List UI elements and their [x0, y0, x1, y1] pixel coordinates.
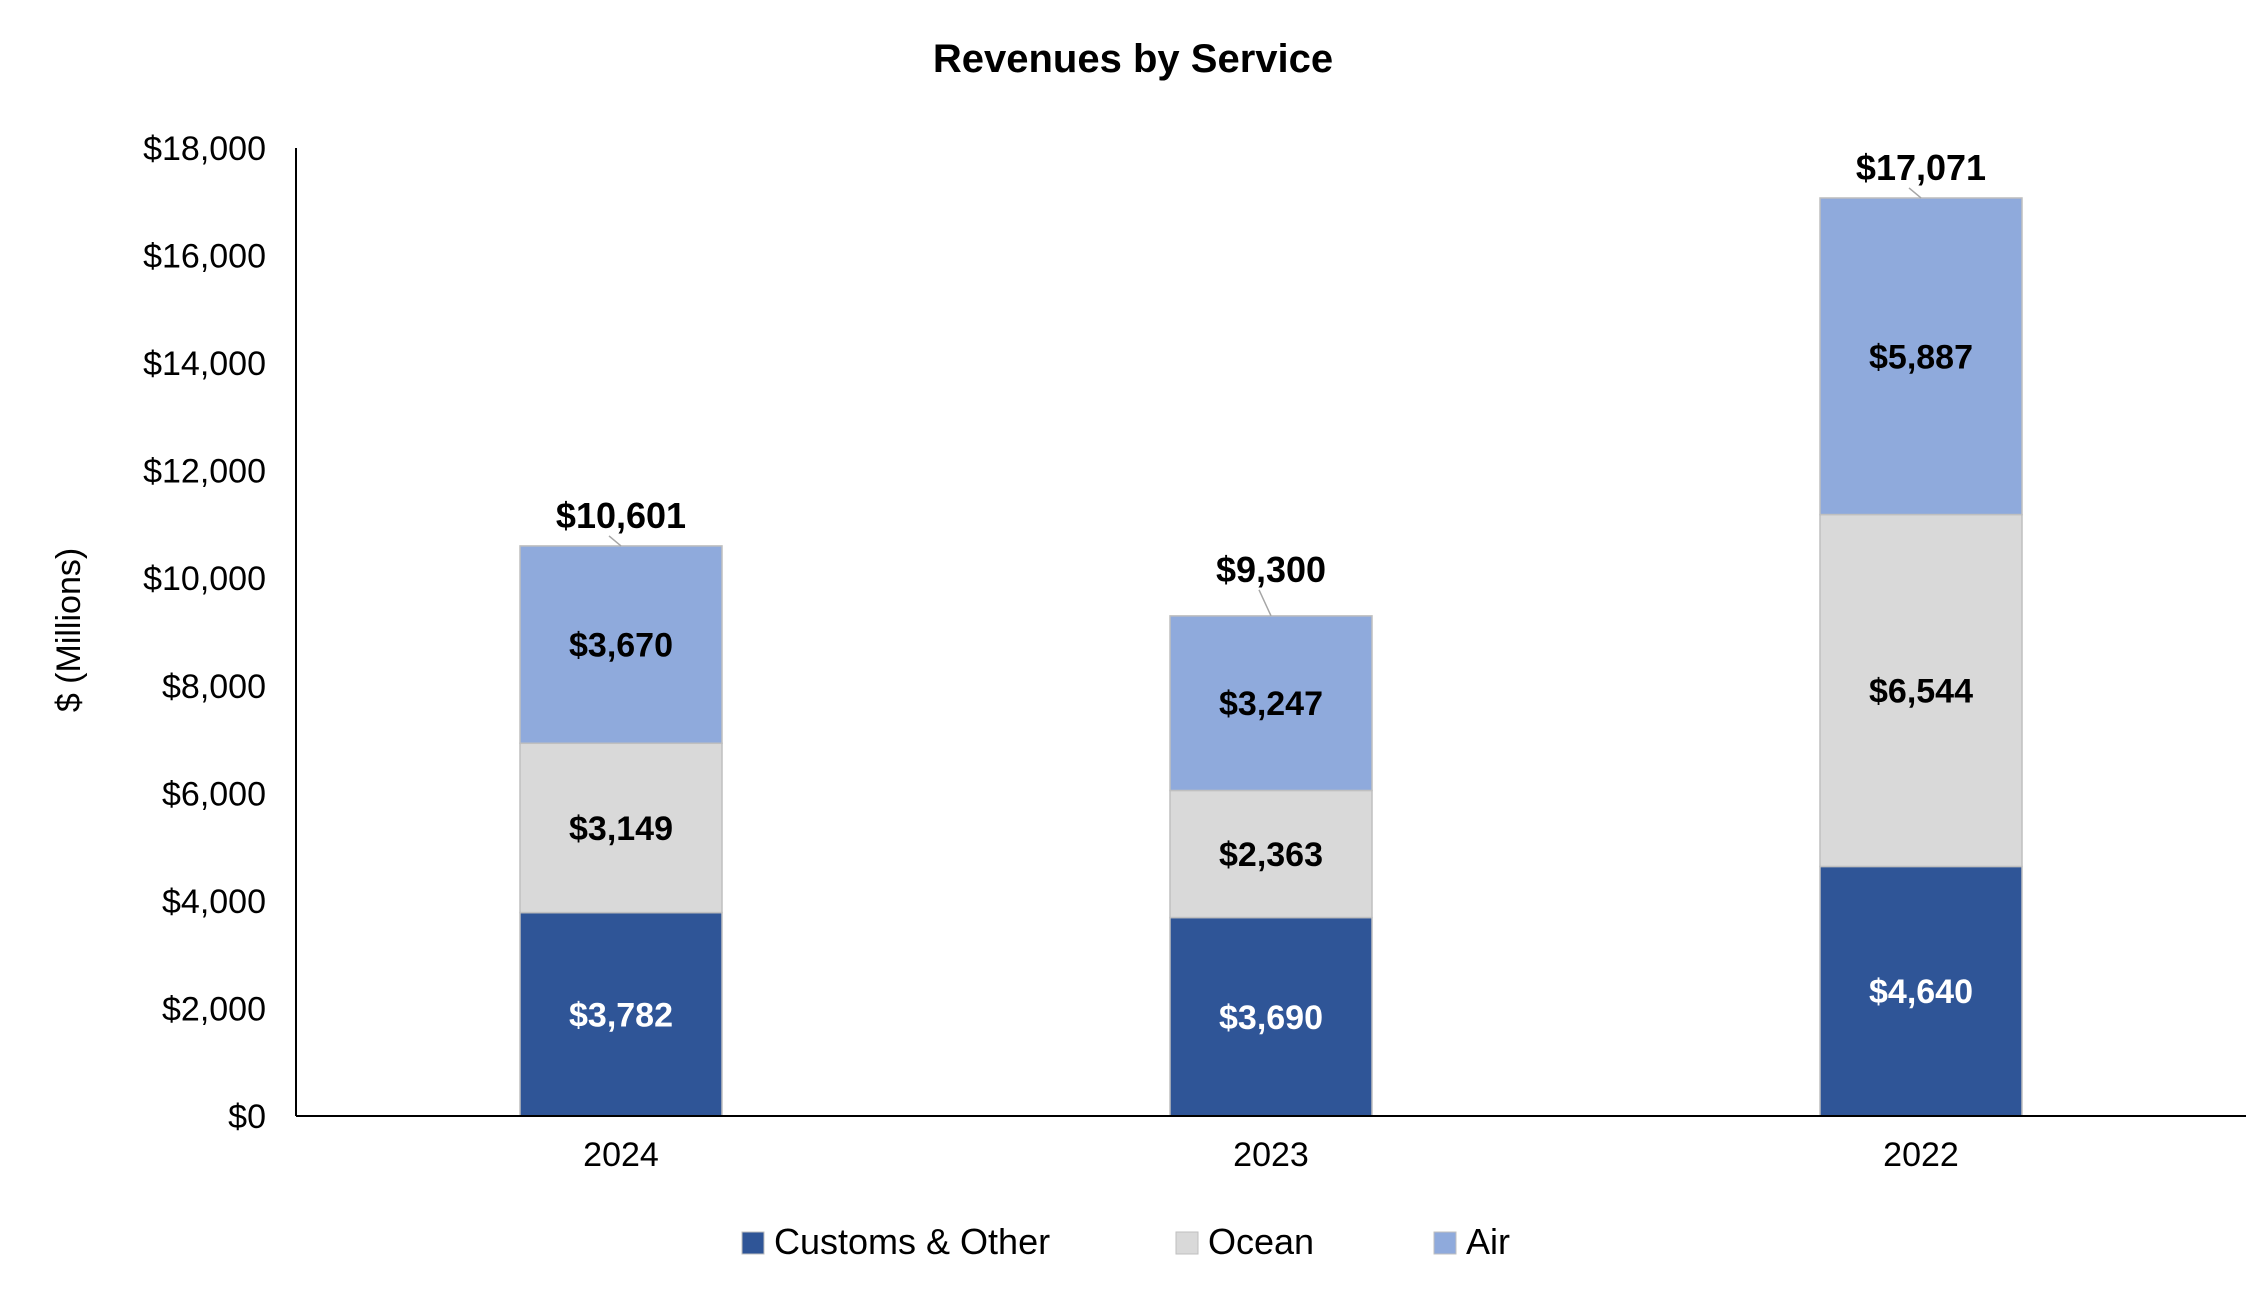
segment-data-label: $3,782 — [569, 996, 673, 1034]
chart-title: Revenues by Service — [933, 37, 1333, 81]
y-tick-label: $16,000 — [143, 238, 266, 276]
x-tick-label: 2022 — [1883, 1136, 1959, 1174]
bar-segment — [519, 911, 723, 1117]
x-tick-label: 2023 — [1233, 1136, 1309, 1174]
y-tick-label: $18,000 — [143, 130, 266, 168]
legend: Customs & Other Ocean Air — [741, 1221, 1510, 1262]
bar-segment — [1819, 865, 2023, 1117]
bar-segment — [1819, 197, 2023, 516]
total-data-label: $17,071 — [1856, 147, 1986, 188]
total-data-label: $9,300 — [1216, 549, 1326, 590]
y-tick-label: $0 — [228, 1098, 266, 1136]
bar-segment — [1169, 916, 1373, 1117]
y-tick-label: $6,000 — [162, 775, 266, 813]
legend-label: Air — [1466, 1221, 1510, 1262]
bar-segment — [1169, 615, 1373, 792]
segment-data-label: $6,544 — [1869, 673, 1973, 711]
legend-label: Ocean — [1208, 1221, 1314, 1262]
x-tick-label: 2024 — [583, 1136, 659, 1174]
segment-data-label: $3,149 — [569, 810, 673, 848]
total-leader-line — [1908, 187, 1922, 199]
total-leader-line — [608, 535, 622, 547]
y-tick-label: $8,000 — [162, 668, 266, 706]
segment-data-label: $2,363 — [1219, 836, 1323, 874]
y-tick-label: $2,000 — [162, 990, 266, 1028]
segment-data-label: $3,670 — [569, 627, 673, 665]
y-axis-ticks: $0 $2,000 $4,000 $6,000 $8,000 $10,000 $12,000… — [143, 130, 266, 1136]
segment-data-label: $4,640 — [1869, 973, 1973, 1011]
bar-segment — [1169, 789, 1373, 919]
y-tick-label: $12,000 — [143, 453, 266, 491]
total-leader-line — [1258, 589, 1272, 617]
segment-data-label: $3,690 — [1219, 999, 1323, 1037]
legend-swatch — [1433, 1231, 1457, 1255]
y-tick-label: $10,000 — [143, 560, 266, 598]
segment-data-label: $3,247 — [1219, 685, 1323, 723]
legend-swatch — [1175, 1231, 1199, 1255]
bar-segment — [1819, 513, 2023, 868]
total-data-label: $10,601 — [556, 495, 686, 536]
legend-swatch — [741, 1231, 765, 1255]
legend-label: Customs & Other — [774, 1221, 1050, 1262]
bar-segment — [519, 742, 723, 914]
y-tick-label: $4,000 — [162, 883, 266, 921]
bars: $3,782 $3,149 $3,670 $10,601 $3,690 $2,363 $3,… — [519, 147, 2023, 1117]
axes: 2024 2023 2022 — [295, 148, 2246, 1174]
y-axis-label: $ (Millions) — [50, 548, 88, 712]
y-tick-label: $14,000 — [143, 345, 266, 383]
segment-data-label: $5,887 — [1869, 338, 1973, 376]
